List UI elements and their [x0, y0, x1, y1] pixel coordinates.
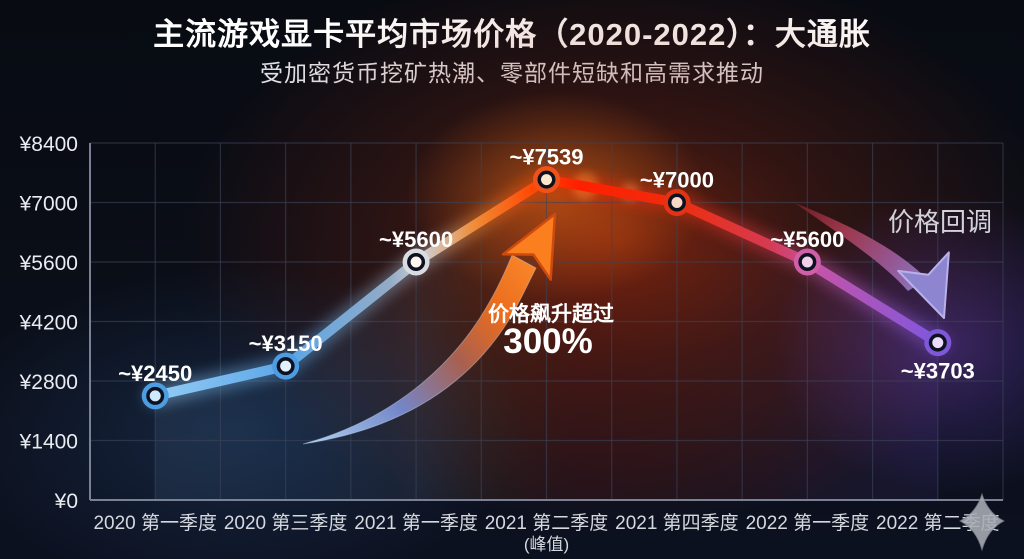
surge-arrow: [302, 212, 557, 445]
point-value-label: ~¥3150: [249, 331, 323, 356]
x-axis-category-label: 2021 第一季度: [354, 512, 478, 534]
data-point-core: [932, 337, 944, 349]
y-axis-tick-label: ¥8400: [19, 133, 78, 156]
data-point-core: [541, 174, 552, 186]
y-axis-tick-label: ¥0: [54, 490, 78, 513]
axis-label-layer: ¥8400 ¥7000 ¥5600 ¥4200 ¥2800 ¥1400 ¥0 2020 第一季…: [19, 133, 1000, 554]
x-axis-category-label: 2020 第三季度: [224, 512, 348, 534]
correction-annotation: 价格回调: [888, 207, 992, 237]
data-point-core: [410, 256, 422, 268]
point-value-label: ~¥3703: [901, 359, 975, 384]
y-axis-tick-label: ¥4200: [19, 312, 78, 335]
correction-arrow-shaft: [795, 203, 927, 291]
point-value-label: ~¥5600: [379, 227, 453, 252]
x-axis-category-label: 2022 第一季度: [746, 512, 870, 534]
y-axis-tick-label: ¥7000: [19, 193, 78, 216]
x-axis-category-label: 2021 第四季度: [615, 512, 739, 534]
point-value-label: ~¥5600: [770, 227, 844, 252]
x-axis-peak-sublabel: (峰值): [524, 535, 569, 554]
point-value-label: ~¥7539: [509, 145, 583, 170]
data-point-core: [671, 197, 683, 208]
data-point-core: [149, 390, 161, 402]
x-axis-category-label: 2020 第一季度: [93, 512, 217, 534]
x-axis-category-label: 2021 第二季度: [485, 512, 609, 534]
data-point-core: [280, 360, 292, 372]
point-value-label: ~¥7000: [640, 168, 714, 193]
y-axis-tick-label: ¥1400: [19, 431, 78, 454]
point-value-label: ~¥2450: [118, 361, 192, 386]
surge-arrow-shaft: [302, 254, 537, 445]
data-point-core: [801, 256, 813, 268]
surge-arrowhead-icon: [501, 212, 557, 281]
surge-annotation-line1: 价格飙升超过: [488, 302, 614, 326]
correction-arrow: [795, 203, 950, 319]
correction-arrowhead-icon: [897, 251, 950, 319]
y-axis-tick-label: ¥5600: [19, 252, 78, 275]
y-axis-tick-label: ¥2800: [19, 371, 78, 394]
point-label-layer: ~¥2450 ~¥3150 ~¥5600 ~¥7539 ~¥7000 ~¥5600 ~¥37…: [118, 145, 975, 386]
star-watermark-icon: [959, 492, 1005, 552]
surge-annotation-line2: 300%: [503, 322, 593, 361]
marker-layer: [141, 166, 952, 410]
